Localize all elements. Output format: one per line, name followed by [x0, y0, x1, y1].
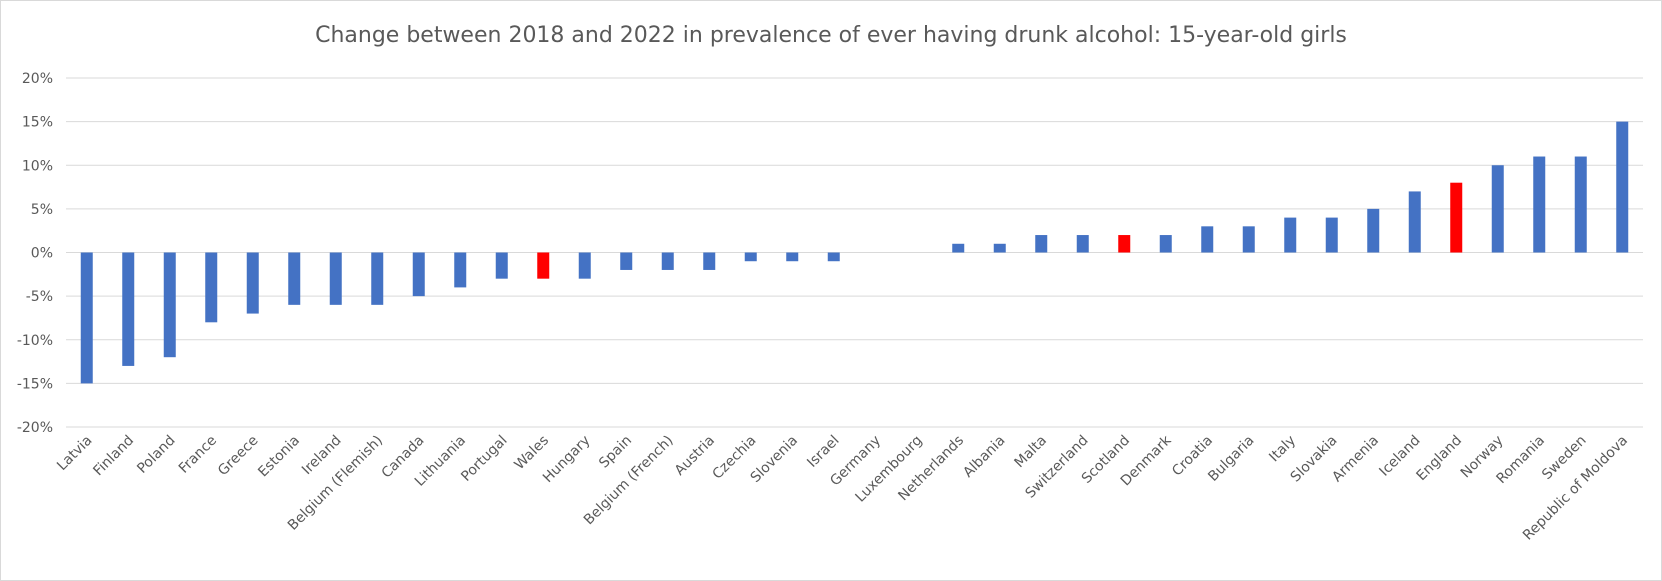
x-category-label: Estonia [255, 433, 303, 481]
bar-bulgaria [1242, 226, 1255, 253]
y-tick-label: 0% [31, 246, 53, 262]
x-category-label: England [1414, 433, 1466, 485]
y-axis-ticks: 20% 15% 10% 5% 0% -5% -10% -15% -20% [17, 71, 53, 436]
bar-finland [122, 252, 135, 366]
y-tick-label: 20% [22, 71, 53, 87]
bar-latvia [80, 252, 93, 384]
bar-malta [1035, 235, 1048, 253]
bar-hungary [578, 252, 591, 279]
bar-slovenia [786, 252, 799, 262]
bar-netherlands [952, 243, 965, 253]
x-category-label: Malta [1011, 433, 1050, 472]
bar-lithuania [454, 252, 467, 288]
bar-sweden [1574, 156, 1587, 253]
x-category-label: Poland [134, 433, 178, 477]
x-category-label: Greece [215, 433, 262, 480]
bar-switzerland [1076, 235, 1089, 253]
bar-croatia [1201, 226, 1214, 253]
y-tick-label: 15% [22, 115, 53, 131]
bar-scotland [1118, 235, 1131, 253]
x-category-label: Italy [1266, 433, 1299, 466]
y-tick-label: -5% [26, 289, 53, 305]
y-tick-label: -10% [17, 333, 53, 349]
bars [80, 121, 1629, 384]
bar-ireland [329, 252, 342, 305]
bar-belgium-flemish [371, 252, 384, 305]
bar-republic-of-moldova [1616, 121, 1629, 253]
y-tick-label: -20% [17, 420, 53, 436]
x-category-label: Portugal [458, 433, 510, 485]
bar-norway [1491, 165, 1504, 253]
x-category-label: Albania [960, 433, 1008, 481]
bar-canada [412, 252, 425, 297]
bar-belgium-french [661, 252, 674, 270]
bar-israel [827, 252, 840, 262]
bar-armenia [1367, 208, 1380, 253]
bar-italy [1284, 217, 1297, 253]
chart-title: Change between 2018 and 2022 in prevalen… [315, 23, 1347, 48]
x-axis-labels: LatviaFinlandPolandFranceGreeceEstoniaIr… [54, 432, 1631, 544]
bar-england [1450, 182, 1463, 253]
y-tick-label: 5% [31, 202, 53, 218]
bar-portugal [495, 252, 508, 279]
bar-austria [703, 252, 716, 270]
bar-wales [537, 252, 550, 279]
bar-albania [993, 243, 1006, 253]
bar-poland [163, 252, 176, 358]
x-category-label: Israel [804, 433, 842, 471]
x-category-label: Wales [512, 433, 553, 474]
bar-czechia [744, 252, 757, 262]
gridlines [66, 77, 1643, 428]
bar-estonia [288, 252, 301, 305]
bar-france [205, 252, 218, 323]
bar-spain [620, 252, 633, 270]
x-category-label: Spain [596, 433, 635, 472]
y-tick-label: 10% [22, 158, 53, 174]
bar-iceland [1408, 191, 1421, 253]
x-category-label: Finland [90, 433, 137, 480]
x-category-label: Bulgaria [1205, 433, 1257, 485]
bar-slovakia [1325, 217, 1338, 253]
y-tick-label: -15% [17, 376, 53, 392]
bar-romania [1533, 156, 1546, 253]
x-category-label: Armenia [1329, 433, 1382, 486]
x-category-label: France [176, 433, 220, 477]
bar-greece [246, 252, 259, 314]
bar-denmark [1159, 235, 1172, 253]
